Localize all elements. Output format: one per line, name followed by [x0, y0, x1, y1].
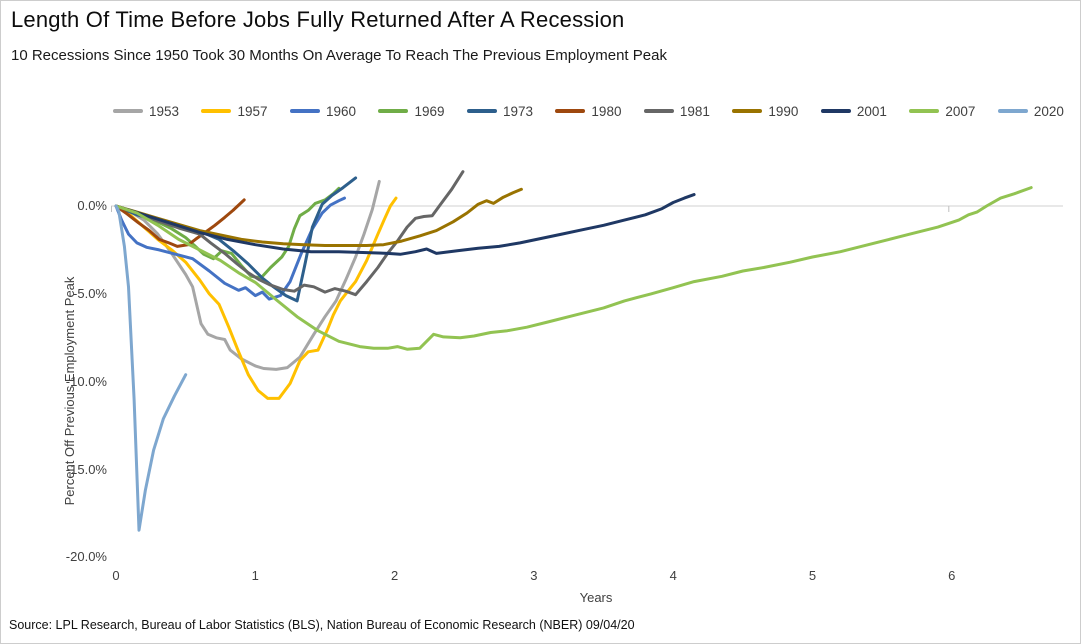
legend-item-2020: 2020 — [997, 103, 1064, 119]
x-tick-label-1: 1 — [251, 568, 259, 583]
legend-label-1990: 1990 — [768, 103, 799, 119]
x-tick-label-4: 4 — [669, 568, 677, 583]
y-axis-title: Percent Off Previous Employment Peak — [62, 276, 77, 506]
y-axis-tick-labels: 0.0% -5.0% -10.0% -15.0% -20.0% — [1, 1, 107, 643]
series-line-1990 — [114, 187, 523, 247]
legend-swatch-1960 — [289, 109, 320, 113]
y-tick-label--10.0%: -10.0% — [65, 373, 107, 389]
x-tick-label-5: 5 — [808, 568, 817, 583]
legend-label-1969: 1969 — [414, 103, 445, 119]
x-tick-label-3: 3 — [530, 568, 538, 583]
y-tick-label--15.0%: -15.0% — [65, 461, 107, 477]
y-tick-label-0.0%: 0.0% — [77, 198, 107, 213]
x-axis-title: Years — [579, 590, 613, 605]
legend-swatch-2007 — [909, 109, 940, 113]
legend-item-1953: 1953 — [113, 104, 179, 119]
legend-swatch-2020 — [997, 109, 1028, 113]
source-note: Source: LPL Research, Bureau of Labor St… — [9, 618, 635, 632]
x-tick-label-6: 6 — [948, 568, 956, 583]
legend-swatch-1953 — [113, 109, 143, 113]
legend-swatch-1990 — [732, 109, 763, 113]
legend-label-1973: 1973 — [502, 103, 533, 119]
legend-swatch-1969 — [378, 109, 409, 113]
series-line-1960 — [114, 196, 346, 301]
legend-label-2007: 2007 — [945, 103, 976, 119]
legend-swatch-1981 — [643, 109, 674, 113]
legend-label-1980: 1980 — [591, 103, 622, 119]
legend-item-1990: 1990 — [732, 104, 798, 119]
x-tick-label-2: 2 — [390, 568, 399, 583]
legend-label-1960: 1960 — [325, 103, 357, 119]
legend-label-1957: 1957 — [237, 103, 268, 119]
legend-item-2007: 2007 — [909, 104, 975, 119]
legend-swatch-1980 — [555, 109, 586, 113]
legend-label-1981: 1981 — [679, 103, 710, 119]
legend-item-2001: 2001 — [820, 103, 887, 119]
series-line-1953 — [114, 179, 381, 371]
y-tick-label--20.0%: -20.0% — [65, 549, 107, 565]
series-line-2007 — [114, 186, 1033, 351]
y-tick-label--5.0%: -5.0% — [73, 285, 107, 301]
legend-item-1957: 1957 — [201, 103, 268, 119]
legend-swatch-2001 — [820, 109, 851, 113]
legend-label-2020: 2020 — [1033, 103, 1064, 119]
series-line-1957 — [114, 196, 398, 400]
series-line-2020 — [114, 204, 188, 532]
chart-title: Length Of Time Before Jobs Fully Returne… — [11, 7, 625, 32]
legend: 1953 1957 1960 1969 1973 1980 1981 1990 2001 2007… — [113, 101, 1064, 121]
legend-label-2001: 2001 — [856, 103, 887, 119]
legend-item-1969: 1969 — [378, 103, 445, 119]
legend-item-1980: 1980 — [555, 104, 621, 119]
series-line-1981 — [114, 170, 465, 297]
legend-label-1953: 1953 — [149, 103, 180, 119]
series-line-1980 — [114, 198, 246, 248]
legend-item-1960: 1960 — [289, 103, 357, 119]
series-line-2001 — [114, 193, 696, 256]
legend-swatch-1957 — [201, 109, 232, 113]
legend-item-1973: 1973 — [466, 103, 533, 119]
legend-swatch-1973 — [466, 109, 497, 113]
legend-item-1981: 1981 — [643, 103, 710, 119]
chart-subtitle: 10 Recessions Since 1950 Took 30 Months … — [11, 47, 667, 64]
x-tick-label-0: 0 — [112, 568, 120, 583]
